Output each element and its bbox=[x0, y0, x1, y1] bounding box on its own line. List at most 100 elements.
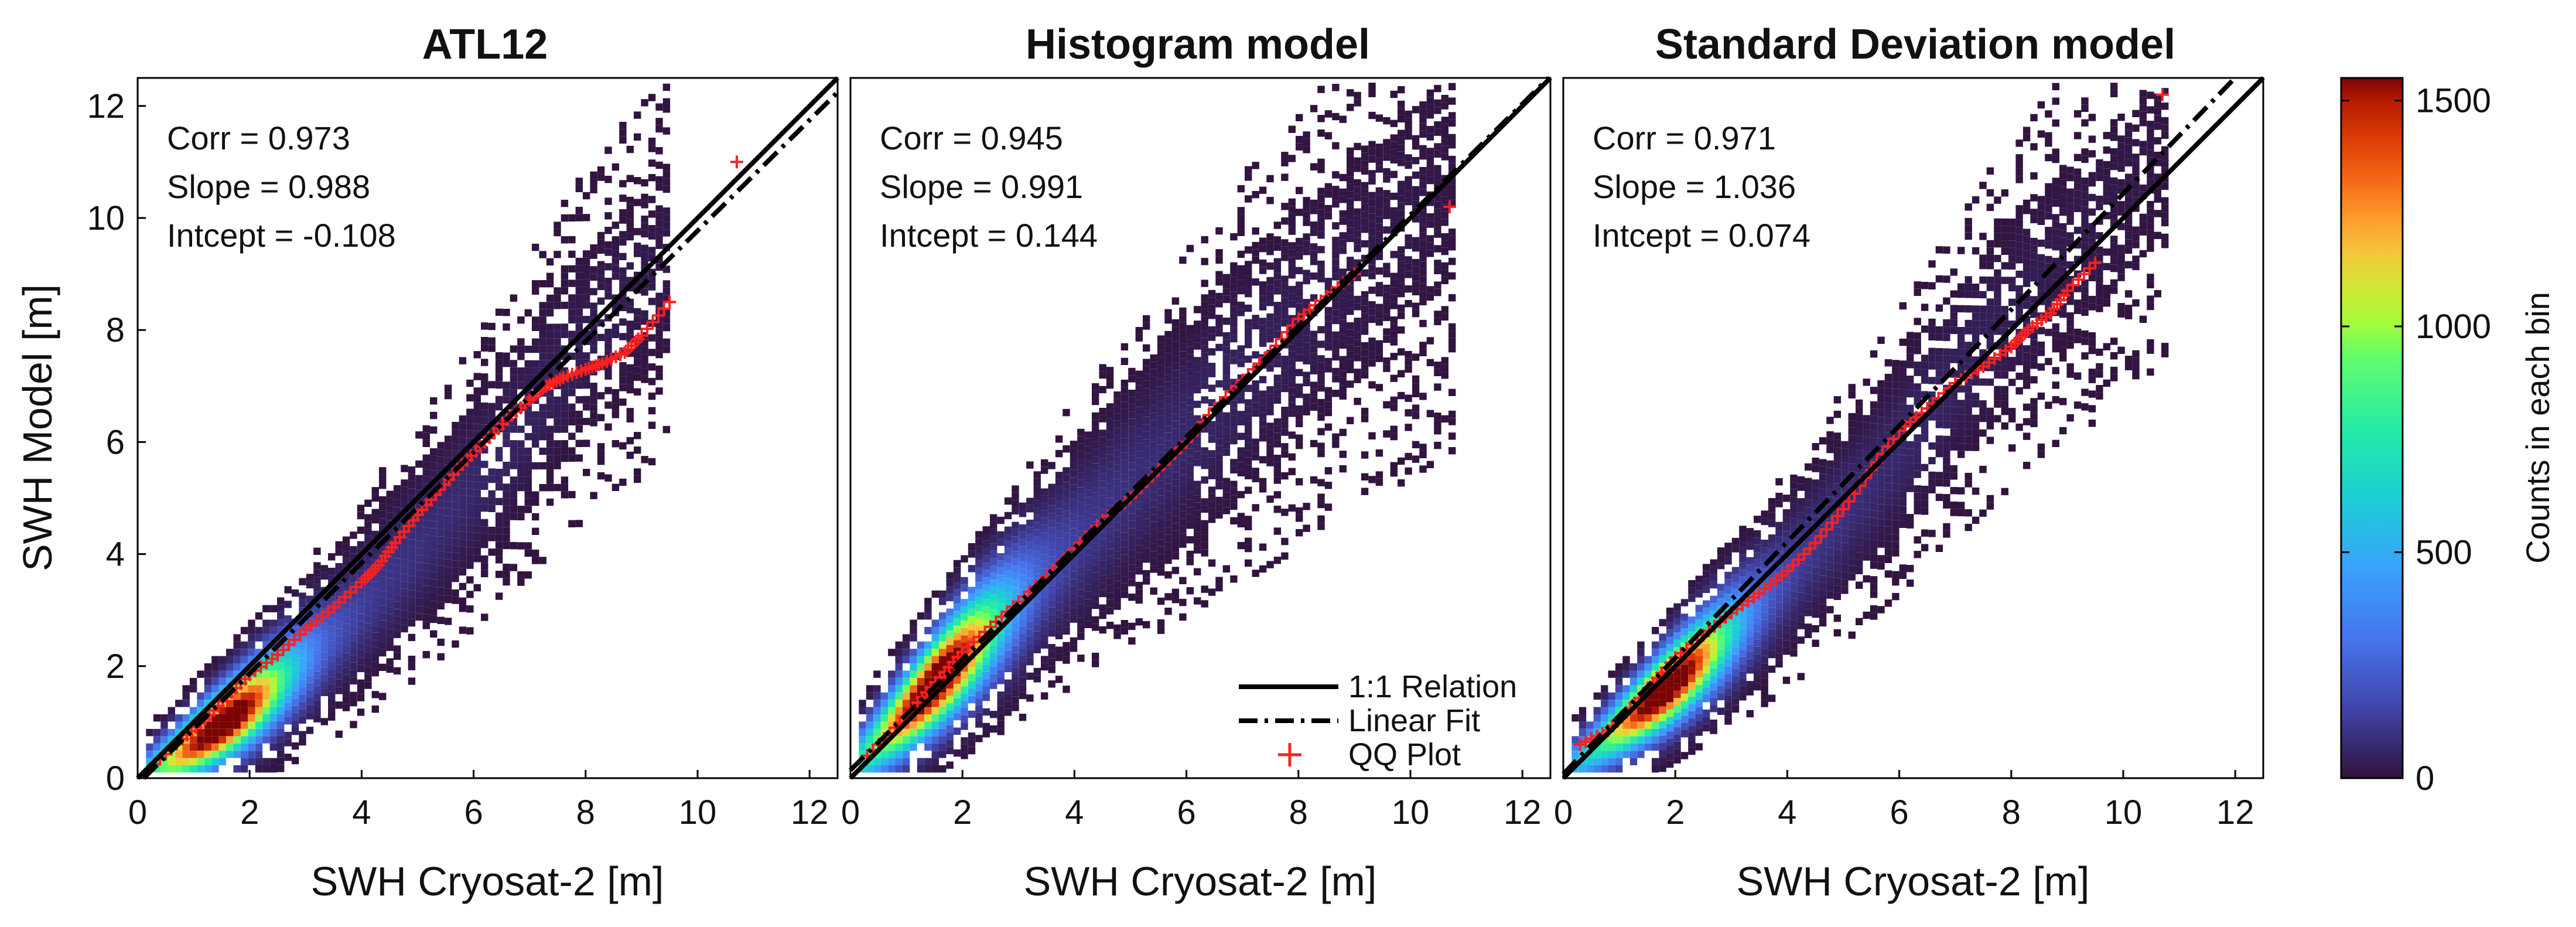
heat-bin bbox=[568, 294, 576, 302]
heat-bin bbox=[961, 679, 968, 687]
heat-bin bbox=[473, 511, 481, 519]
heat-bin bbox=[1310, 396, 1318, 404]
heat-bin bbox=[1405, 190, 1412, 198]
heat-bin bbox=[473, 460, 481, 468]
heat-bin bbox=[1390, 374, 1398, 382]
heat-bin bbox=[1048, 607, 1055, 615]
heat-bin bbox=[1143, 366, 1150, 374]
heat-bin bbox=[1826, 431, 1834, 439]
heat-bin bbox=[1884, 461, 1892, 469]
heat-bin bbox=[371, 625, 379, 633]
heat-bin bbox=[1695, 721, 1703, 729]
heat-bin bbox=[1303, 233, 1310, 241]
heat-bin bbox=[939, 612, 947, 620]
heat-bin bbox=[1281, 254, 1289, 261]
heat-bin bbox=[1354, 244, 1361, 253]
heat-bin bbox=[1092, 565, 1099, 573]
heat-bin bbox=[1805, 594, 1812, 602]
heat-bin bbox=[240, 707, 248, 714]
heat-bin bbox=[1419, 261, 1427, 269]
heat-bin bbox=[604, 212, 612, 220]
heat-bin bbox=[1201, 585, 1208, 593]
heat-bin bbox=[1288, 249, 1296, 257]
heat-bin bbox=[269, 714, 277, 722]
heat-bin bbox=[990, 609, 997, 616]
heat-bin bbox=[1724, 696, 1732, 703]
heat-bin bbox=[655, 373, 663, 380]
heat-bin bbox=[888, 751, 896, 758]
heat-bin bbox=[604, 372, 612, 380]
heat-bin bbox=[1419, 268, 1427, 277]
heat-bin bbox=[488, 337, 496, 345]
heat-bin bbox=[1143, 519, 1150, 527]
heat-bin bbox=[1347, 220, 1354, 228]
heat-bin bbox=[946, 732, 954, 740]
heat-bin bbox=[946, 761, 954, 769]
heat-bin bbox=[1754, 530, 1761, 538]
heat-bin bbox=[1347, 183, 1354, 192]
heat-bin bbox=[342, 609, 350, 617]
heat-bin bbox=[452, 597, 459, 604]
heat-bin bbox=[1201, 520, 1208, 527]
heat-bin bbox=[430, 536, 438, 543]
heat-bin bbox=[1019, 663, 1027, 670]
heat-bin bbox=[291, 669, 299, 677]
heat-bin bbox=[466, 547, 474, 555]
heat-bin bbox=[495, 520, 503, 527]
heat-bin bbox=[604, 248, 612, 256]
heat-bin bbox=[1208, 493, 1216, 502]
heat-bin bbox=[1695, 714, 1703, 721]
heat-bin bbox=[473, 496, 481, 504]
heat-bin bbox=[1339, 196, 1347, 203]
heat-bin bbox=[1033, 595, 1041, 602]
heat-bin bbox=[1157, 626, 1165, 634]
heat-bin bbox=[1215, 577, 1223, 584]
heat-bin bbox=[1841, 543, 1849, 551]
heat-bin bbox=[262, 714, 270, 722]
heat-bin bbox=[1135, 327, 1143, 335]
heat-bin bbox=[975, 582, 983, 589]
heat-bin bbox=[1317, 493, 1325, 501]
heat-bin bbox=[1106, 447, 1114, 455]
heat-bin bbox=[422, 534, 430, 542]
heat-bin bbox=[1703, 709, 1710, 717]
heat-bin bbox=[1179, 460, 1187, 468]
heat-bin bbox=[1245, 435, 1252, 443]
heat-bin bbox=[1150, 500, 1157, 507]
heat-bin bbox=[1405, 285, 1412, 293]
stat-intercept: Intcept = -0.108 bbox=[167, 217, 396, 254]
heat-bin bbox=[1347, 336, 1354, 345]
heat-bin bbox=[554, 462, 561, 469]
heat-bin bbox=[1317, 398, 1325, 407]
heat-bin bbox=[437, 500, 445, 508]
heat-bin bbox=[481, 446, 488, 454]
heat-bin bbox=[546, 455, 554, 462]
heat-bin bbox=[1041, 554, 1048, 561]
heat-bin bbox=[1048, 644, 1055, 652]
heat-bin bbox=[1833, 549, 1842, 557]
heat-bin bbox=[568, 381, 576, 389]
heat-bin bbox=[1222, 354, 1231, 362]
heat-bin bbox=[1157, 568, 1165, 576]
heat-bin bbox=[1230, 284, 1238, 292]
heat-bin bbox=[1768, 629, 1776, 637]
heat-bin bbox=[320, 638, 328, 645]
heat-bin bbox=[1062, 598, 1070, 606]
heat-bin bbox=[1135, 494, 1143, 502]
heat-bin bbox=[626, 226, 634, 233]
heat-bin bbox=[1856, 414, 1863, 421]
heat-bin bbox=[880, 758, 888, 765]
heat-bin bbox=[422, 476, 430, 484]
heat-bin bbox=[532, 418, 539, 426]
heat-bin bbox=[1368, 264, 1376, 272]
heat-bin bbox=[1441, 153, 1448, 161]
heat-bin bbox=[1390, 90, 1398, 98]
heat-bin bbox=[240, 758, 248, 765]
heat-bin bbox=[1157, 350, 1165, 357]
heat-bin bbox=[1222, 376, 1231, 383]
heat-bin bbox=[1347, 227, 1354, 235]
heat-bin bbox=[168, 765, 175, 773]
heat-bin bbox=[415, 526, 423, 533]
heat-bin bbox=[313, 635, 321, 643]
heat-bin bbox=[532, 323, 539, 331]
